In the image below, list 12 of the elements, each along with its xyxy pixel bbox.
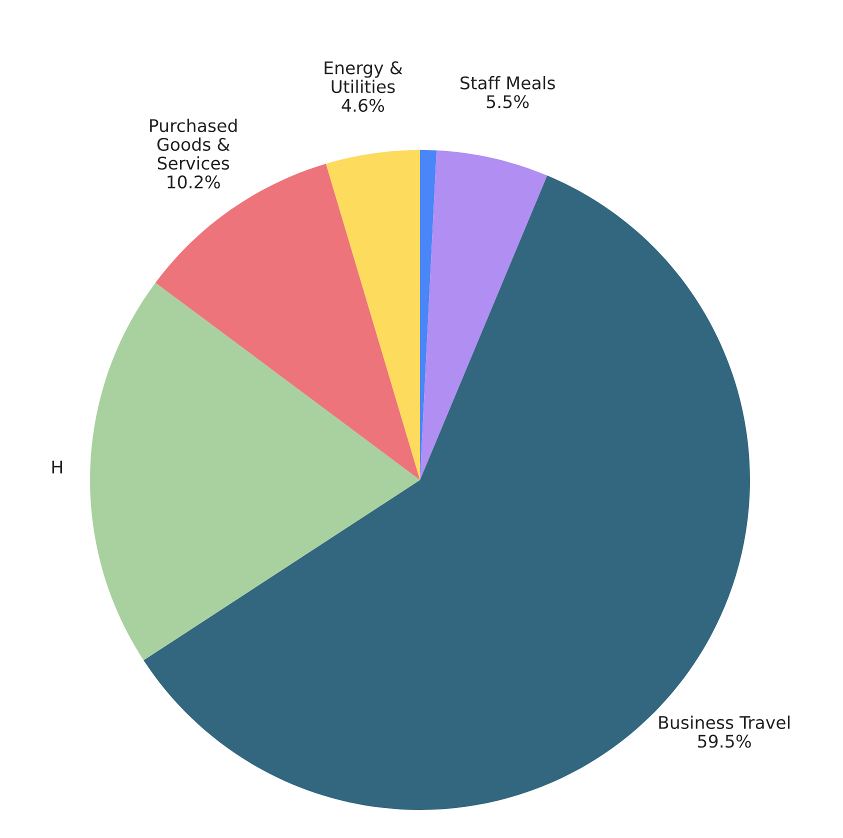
data-label: 10.2% (168, 175, 220, 189)
pie-slice (326, 150, 420, 480)
slice-label: Business Travel (659, 716, 790, 730)
pie-slice (90, 282, 420, 660)
slice-label: Staff Meals (460, 76, 555, 90)
data-label: 59.5% (698, 734, 751, 748)
pie-slice (420, 150, 548, 480)
data-label: 5.5% (486, 95, 529, 108)
slice-label: H (52, 460, 62, 474)
slice-label: Purchased Goods & Services (150, 118, 237, 170)
data-label: 4.6% (342, 98, 384, 112)
slice-label: Energy & Utilities (324, 61, 402, 94)
